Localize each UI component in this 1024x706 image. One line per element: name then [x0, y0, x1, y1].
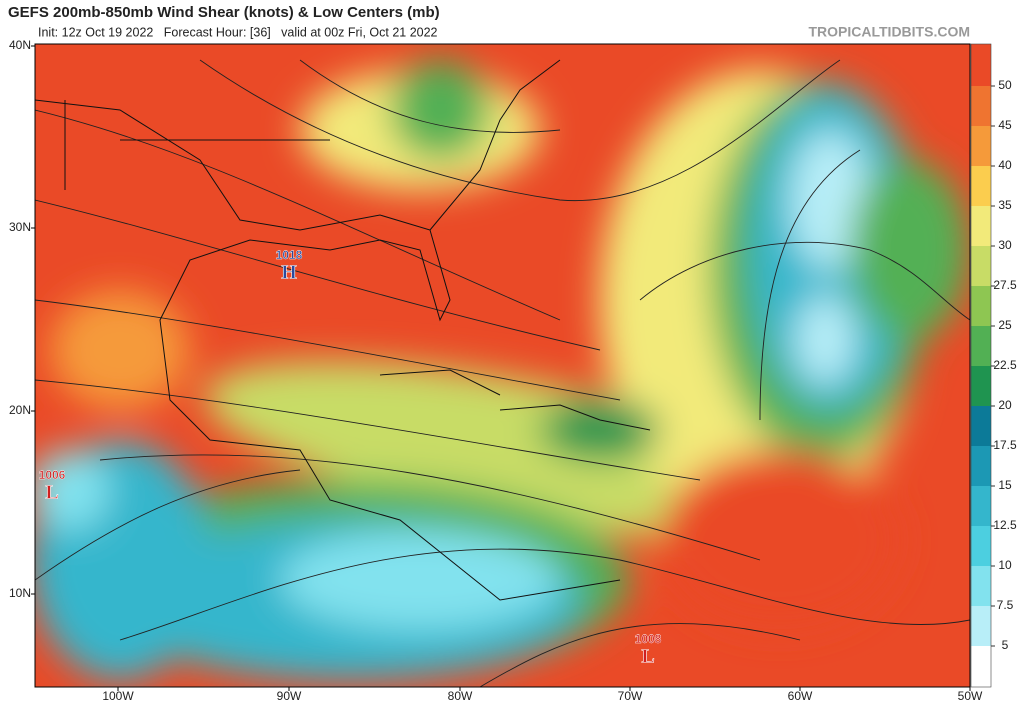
center-pressure: 1006 [39, 468, 66, 482]
colorbar-segment [971, 646, 991, 687]
colorbar-label: 5 [1002, 638, 1009, 652]
subtitle: Init: 12z Oct 19 2022 Forecast Hour: [36… [38, 25, 438, 39]
colorbar-segment [971, 326, 991, 366]
lon-label: 70W [618, 689, 643, 703]
colorbar-label: 40 [998, 158, 1012, 172]
colorbar-segment [971, 406, 991, 446]
lat-label: 40N [9, 38, 31, 52]
colorbar-segment [971, 526, 991, 566]
shear-field [35, 44, 970, 687]
lon-label: 100W [102, 689, 134, 703]
center-symbol: L [641, 646, 654, 668]
colorbar-label: 20 [998, 398, 1012, 412]
colorbar-segment [971, 246, 991, 286]
colorbar-label: 15 [998, 478, 1012, 492]
colorbar-segment [971, 606, 991, 646]
lat-label: 20N [9, 403, 31, 417]
colorbar-segment [971, 486, 991, 526]
title: GEFS 200mb-850mb Wind Shear (knots) & Lo… [8, 4, 440, 21]
colorbar-segment [971, 44, 991, 86]
center-pressure: 1008 [635, 632, 662, 646]
colorbar-label: 30 [998, 238, 1012, 252]
lon-label: 90W [277, 689, 302, 703]
colorbar-label: 35 [998, 198, 1012, 212]
colorbar-label: 27.5 [993, 278, 1017, 292]
colorbar-segment [971, 286, 991, 326]
site-label: TROPICALTIDBITS.COM [808, 24, 970, 40]
center-symbol: L [45, 482, 58, 504]
colorbar-label: 25 [998, 318, 1012, 332]
colorbar-segment [971, 166, 991, 206]
lon-label: 60W [788, 689, 813, 703]
coastlines [35, 59, 651, 601]
colorbar-segment [971, 206, 991, 246]
colorbar-label: 12.5 [993, 518, 1017, 532]
colorbar-label: 22.5 [993, 358, 1017, 372]
colorbar-label: 17.5 [993, 438, 1017, 452]
colorbar-label: 7.5 [997, 598, 1014, 612]
center-pressure: 1018 [276, 248, 303, 262]
lat-label: 30N [9, 220, 31, 234]
colorbar-label: 50 [998, 78, 1012, 92]
lat-label: 10N [9, 586, 31, 600]
colorbar-segment [971, 126, 991, 166]
lon-label: 80W [448, 689, 473, 703]
lon-label: 50W [958, 689, 983, 703]
colorbar-label: 10 [998, 558, 1012, 572]
center-symbol: H [281, 262, 297, 284]
streamlines [35, 59, 970, 687]
colorbar-label: 45 [998, 118, 1012, 132]
colorbar-segment [971, 86, 991, 126]
colorbar-segment [971, 566, 991, 606]
map-frame [34, 43, 971, 688]
colorbar-segment [971, 366, 991, 406]
colorbar-segment [971, 446, 991, 486]
